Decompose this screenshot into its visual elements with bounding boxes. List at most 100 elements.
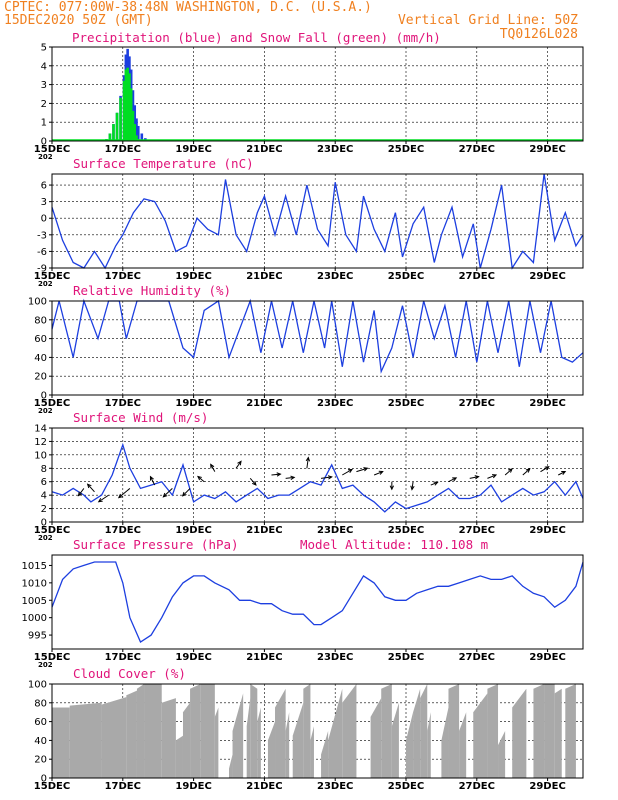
wind-arrow: [235, 460, 242, 469]
header-location: CPTEC: 077:00W-38:48N WASHINGTON, D.C. (…: [4, 0, 372, 15]
panels-group: 15DEC 17DEC 19DEC 21DEC 23DEC 25DEC 27DEC 29DEC…: [22, 30, 584, 792]
x-tick-label: 21DEC: [246, 271, 282, 282]
x-tick-label: 23DEC: [317, 652, 353, 663]
wind-arrow-shaft: [540, 466, 550, 473]
header-model-id: TQ0126L028: [500, 27, 578, 42]
cloud-cover-bar: [182, 702, 191, 778]
x-tick-label: 17DEC: [105, 398, 141, 409]
y-tick-label: 6: [41, 181, 47, 192]
y-tick-label: 0: [41, 391, 47, 402]
wind-arrow-shaft: [373, 471, 383, 476]
cloud-cover-bar: [190, 684, 201, 778]
wind-arrow-shaft: [342, 469, 353, 476]
cloud-cover-bar: [200, 684, 215, 778]
y-tick-label: 4: [41, 61, 47, 72]
wind-arrow-head: [492, 474, 498, 479]
cloud-cover-bar: [533, 684, 545, 778]
y-tick-label: -6: [37, 247, 47, 258]
wind-arrow-shaft: [87, 483, 95, 493]
wind-arrow: [487, 474, 498, 479]
cloud-cover-bar: [381, 684, 392, 778]
cloud-cover-bar: [229, 754, 233, 778]
wind-arrow: [77, 488, 85, 497]
x-tick-label: 19DEC: [175, 398, 211, 409]
wind-arrow-shaft: [271, 473, 281, 476]
precipitation-bar: [136, 125, 140, 141]
x-tick-label: 27DEC: [459, 525, 495, 536]
wind-arrow-shaft: [98, 494, 109, 503]
cloud-cover-bar: [512, 688, 527, 778]
cloud-cover-bar: [370, 698, 382, 778]
wind-arrow-shaft: [320, 476, 332, 479]
cloud-cover-bar: [544, 684, 555, 778]
wind-arrow-shaft: [356, 467, 368, 473]
cloud-cover-bar: [391, 702, 399, 778]
wind-arrow-shaft: [118, 488, 131, 499]
wind-arrow-head: [276, 472, 282, 477]
y-tick-label: 1005: [22, 596, 47, 607]
wind-arrow: [162, 488, 173, 498]
wind-arrow-shaft: [149, 476, 156, 486]
y-tick-label: 60: [34, 717, 47, 728]
panel-precip: 15DEC 17DEC 19DEC 21DEC 23DEC 25DEC 27DEC 29DEC…: [34, 30, 584, 161]
x-tick-label: 17DEC: [105, 781, 141, 792]
wind-arrow-head: [77, 491, 83, 497]
y-tick-label: -9: [37, 264, 47, 275]
cloud-cover-bar: [250, 684, 258, 778]
wind-arrow-head: [252, 480, 257, 486]
cloud-cover-bar: [267, 721, 276, 778]
x-tick-label: 17DEC: [105, 652, 141, 663]
y-tick-label: 2: [41, 99, 47, 110]
panel-title: Surface Wind (m/s): [73, 410, 208, 425]
x-tick-label: 23DEC: [317, 525, 353, 536]
wind-arrow: [86, 483, 95, 493]
x-tick-label: 21DEC: [246, 398, 282, 409]
cloud-cover-bar: [448, 684, 460, 778]
x-tick-label: 23DEC: [317, 271, 353, 282]
cloud-cover-bar: [52, 707, 70, 778]
x-tick-label: 29DEC: [529, 652, 565, 663]
wind-arrow-shaft: [210, 464, 216, 472]
panel-frame: [51, 300, 584, 396]
wind-arrow: [389, 481, 395, 491]
wind-arrow-shaft: [504, 468, 513, 476]
x-tick-label: 27DEC: [459, 781, 495, 792]
panel-cloud: 15DEC 17DEC 19DEC 21DEC 23DEC 25DEC 27DEC 29DEC…: [28, 666, 584, 792]
wind-arrow: [320, 475, 333, 480]
cloud-cover-bar: [161, 698, 176, 778]
wind-arrow: [430, 481, 439, 486]
wind-arrow-shaft: [411, 481, 414, 490]
wind-arrow-head: [162, 492, 168, 498]
x-tick-label: 19DEC: [175, 525, 211, 536]
cloud-cover-bar: [321, 731, 329, 778]
x-tick-label: 23DEC: [317, 144, 353, 155]
precipitation-bar: [140, 133, 144, 141]
y-tick-label: -3: [37, 230, 47, 241]
y-tick-label: 3: [41, 80, 47, 91]
wind-arrow-shaft: [182, 488, 191, 497]
wind-arrow-shaft: [249, 478, 257, 486]
snow-fall-bar: [133, 124, 137, 141]
wind-arrow-head: [290, 475, 296, 480]
x-tick-label: 15DEC: [34, 781, 70, 792]
snow-fall-bar: [112, 124, 115, 141]
x-tick-label: 21DEC: [246, 525, 282, 536]
wind-arrow-head: [149, 475, 154, 481]
y-tick-label: 40: [34, 736, 47, 747]
y-tick-label: 14: [34, 424, 47, 435]
cloud-cover-bar: [310, 726, 314, 778]
x-tick-label: 17DEC: [105, 271, 141, 282]
wind-arrow-shaft: [285, 476, 295, 479]
wind-arrow-head: [86, 483, 92, 489]
wind-arrow: [285, 475, 296, 480]
y-tick-label: 100: [28, 680, 47, 691]
wind-arrow-head: [117, 493, 123, 499]
wind-arrow-shaft: [306, 457, 309, 469]
x-tick-label: 29DEC: [529, 398, 565, 409]
year-label-fragment: 202: [38, 661, 53, 669]
cloud-cover-bar: [473, 693, 488, 778]
wind-arrow-shaft: [522, 468, 531, 476]
y-tick-label: 60: [34, 334, 47, 345]
wind-arrow-head: [327, 475, 333, 480]
y-tick-label: 80: [34, 698, 47, 709]
